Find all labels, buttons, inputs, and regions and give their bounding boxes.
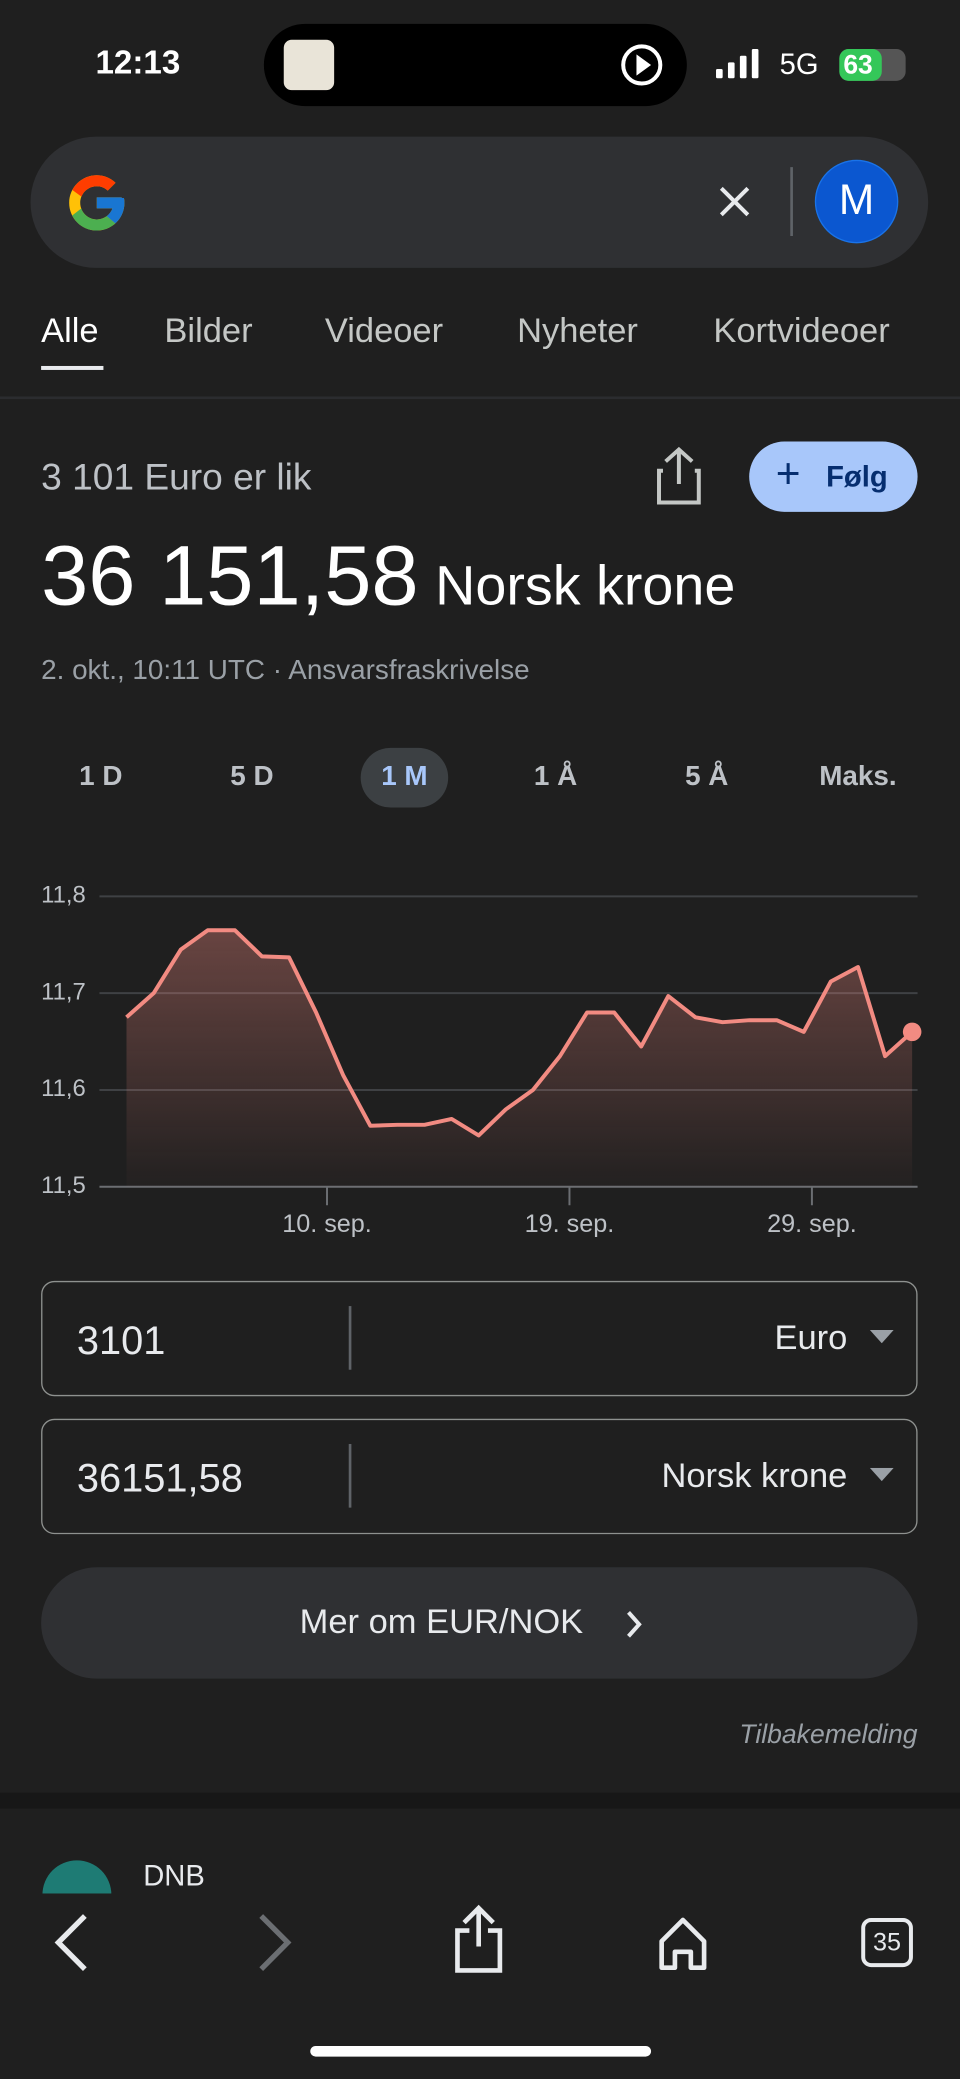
amount: 36 151,58: [41, 527, 419, 624]
share-button[interactable]: [455, 1904, 503, 1973]
tab[interactable]: Videoer: [324, 310, 444, 351]
subtitle: 3 101 Euro er lik: [41, 456, 312, 498]
x-tick-label: 10. sep.: [282, 1210, 372, 1238]
dropdown-caret: [869, 1329, 894, 1344]
tab[interactable]: Alle: [41, 310, 99, 351]
toolbar-icons: 35: [54, 1904, 913, 2057]
avatar-letter: M: [839, 176, 874, 223]
battery-level: [839, 49, 882, 81]
line: [125, 928, 914, 1138]
range-option[interactable]: 5 D: [230, 761, 274, 792]
chart: 11,5 11,6 11,7 11,8 10. sep. 19. sep. 29. sep.: [41, 882, 922, 1238]
to-box[interactable]: 36151,58 Norsk krone: [41, 1418, 918, 1535]
x-tick-label: 19. sep.: [525, 1210, 615, 1238]
clear-icon[interactable]: [719, 186, 750, 217]
from-box[interactable]: 3101 Euro: [41, 1280, 918, 1397]
y-tick-label: 11,6: [41, 1075, 86, 1102]
amount-line: 36 151,58 Norsk krone: [41, 526, 735, 624]
play-triangle: [636, 54, 652, 76]
next-result[interactable]: DNB: [143, 1859, 205, 1893]
range-option[interactable]: 1 M: [381, 761, 428, 792]
tab[interactable]: Nyheter: [517, 310, 638, 351]
timestamp: 2. okt., 10:11 UTC: [41, 655, 266, 686]
battery-text: 63: [843, 49, 872, 79]
tab[interactable]: Bilder: [164, 310, 253, 351]
currency: Norsk krone: [435, 554, 736, 617]
plus-icon: +: [775, 449, 801, 498]
divider: [0, 396, 960, 400]
end-point: [902, 1022, 922, 1042]
y-tick-label: 11,5: [41, 1172, 86, 1199]
separator: ·: [272, 655, 283, 686]
back-button[interactable]: [54, 1914, 87, 1971]
meta: 2. okt., 10:11 UTC · Ansvarsfraskrivelse: [41, 655, 530, 687]
disclaimer[interactable]: Ansvarsfraskrivelse: [288, 655, 530, 686]
tab[interactable]: Kortvideoer: [713, 310, 890, 351]
feedback[interactable]: Tilbakemelding: [739, 1720, 918, 1750]
from-amount[interactable]: 3101: [76, 1319, 166, 1364]
more-label: Mer om EUR/NOK: [299, 1601, 584, 1641]
x-tick-label: 29. sep.: [767, 1210, 857, 1238]
more-button[interactable]: Mer om EUR/NOK: [41, 1567, 918, 1679]
avatar[interactable]: [814, 159, 899, 244]
range-option[interactable]: 5 Å: [685, 761, 729, 792]
home-indicator: [310, 2045, 652, 2057]
status-icons: 5G 63: [263, 23, 906, 107]
to-currency[interactable]: Norsk krone: [661, 1455, 848, 1496]
signal: [716, 49, 759, 79]
search-actions: M: [719, 159, 899, 244]
share-icon[interactable]: [652, 444, 705, 508]
dropdown-caret: [869, 1467, 894, 1482]
from-currency[interactable]: Euro: [774, 1317, 848, 1358]
tab-count: 35: [873, 1929, 901, 1957]
range-option[interactable]: Maks.: [819, 761, 897, 792]
range-option[interactable]: 1 Å: [533, 761, 578, 792]
section-divider: [0, 1792, 960, 1809]
tab-underline: [41, 365, 104, 370]
to-amount[interactable]: 36151,58: [76, 1457, 243, 1501]
status-time: 12:13: [95, 44, 181, 82]
home-button[interactable]: [659, 1917, 707, 1971]
y-tick-label: 11,8: [41, 882, 86, 909]
google-logo: [69, 175, 125, 231]
range-option[interactable]: 1 D: [79, 761, 123, 792]
follow-button[interactable]: + Følg: [749, 441, 918, 512]
tabs-button[interactable]: [861, 1918, 913, 1968]
divider: [348, 1306, 352, 1370]
search-bar[interactable]: [30, 136, 929, 268]
follow-label: Følg: [826, 460, 888, 494]
dynamic-island: [263, 23, 687, 107]
network: 5G: [780, 49, 819, 81]
area: [126, 930, 913, 1187]
play-icon: [621, 44, 663, 86]
range-selected-bg: [360, 747, 449, 808]
divider: [348, 1443, 352, 1508]
album-art: [283, 39, 335, 91]
chevron: [627, 1611, 642, 1638]
y-tick-label: 11,7: [41, 978, 86, 1005]
forward-button[interactable]: [259, 1914, 292, 1971]
